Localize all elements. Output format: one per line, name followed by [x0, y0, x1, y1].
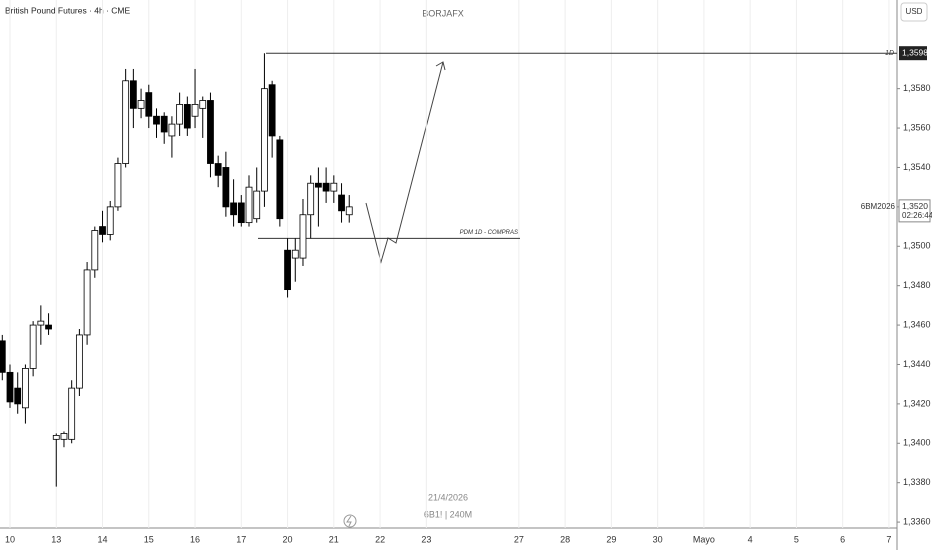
y-tick-label: 1,3380 [903, 477, 931, 487]
candle-body [122, 80, 130, 164]
x-tick-label: 29 [606, 534, 616, 544]
currency[interactable]: USD [906, 7, 923, 16]
candle-body [153, 115, 160, 125]
x-tick-label: 6 [840, 534, 845, 544]
candle-body [345, 206, 353, 216]
candle-body [307, 182, 315, 216]
candle-body [145, 92, 153, 117]
x-tick-label: 17 [236, 534, 246, 544]
candle-body [214, 163, 222, 176]
candle-body [183, 104, 191, 129]
countdown: 02:26:44 [902, 211, 932, 220]
y-tick-label: 1,3400 [903, 438, 931, 448]
candle-body [106, 206, 114, 235]
x-tick-label: 22 [375, 534, 385, 544]
x-tick-label: 13 [51, 534, 61, 544]
currency-box[interactable] [900, 2, 928, 22]
x-tick-label: Mayo [693, 534, 715, 544]
candle-body [60, 433, 68, 440]
y-tick-label: 1,3500 [903, 241, 931, 251]
x-tick-label: 27 [514, 534, 524, 544]
y-tick-label: 1,3560 [903, 122, 931, 132]
replay-icon-bolt [346, 515, 352, 527]
candle-body [245, 186, 253, 224]
x-tick-label: 23 [421, 534, 431, 544]
last-price-box [898, 199, 931, 223]
candle-body [68, 387, 76, 440]
candle-body [299, 214, 307, 259]
y-tick-label: 1,3580 [903, 83, 931, 93]
x-tick-label: 14 [98, 534, 108, 544]
candle-body [168, 123, 176, 137]
y-tick-label: 1,3480 [903, 280, 931, 290]
level-price-box [899, 46, 927, 61]
candle-body [261, 88, 268, 192]
footer-symbol: 6B1! | 240M [424, 509, 472, 519]
candle-body [268, 84, 276, 137]
candle-body [83, 269, 91, 336]
y-tick-label: 1,3540 [903, 162, 931, 172]
candle-body [191, 104, 199, 117]
y-tick-label: 1,3420 [903, 398, 931, 408]
candle-body [75, 334, 83, 389]
candle-body [29, 324, 37, 369]
candle-body [52, 435, 60, 440]
candle-body [99, 226, 106, 235]
level-label: 1D [885, 50, 894, 57]
chart-title: BORJAFX [422, 8, 464, 18]
x-tick-label: 7 [886, 534, 891, 544]
candle-body [160, 115, 168, 133]
candle-body [37, 320, 45, 326]
x-tick-label: 5 [794, 534, 799, 544]
y-tick-label: 1,3360 [903, 516, 931, 526]
x-tick-label: 16 [190, 534, 200, 544]
candle-body [284, 249, 291, 291]
candle-body [114, 163, 122, 208]
candle-body [199, 100, 207, 109]
candle-body [338, 194, 345, 212]
candle-body [253, 190, 261, 220]
candle-body [6, 371, 14, 403]
level-label: PDM 1D - COMPRAS [460, 230, 518, 236]
candle-body [14, 387, 22, 405]
x-tick-label: 15 [144, 534, 154, 544]
projection-arrowhead [435, 61, 446, 71]
x-tick-label: 28 [560, 534, 570, 544]
candle-body [207, 100, 214, 164]
candle-body [291, 249, 299, 259]
candle-body [222, 167, 230, 208]
instrument-title: British Pound Futures · 4h · CME [5, 5, 131, 15]
candle-body [91, 230, 99, 271]
replay-icon[interactable] [343, 514, 357, 528]
candle-body [137, 100, 145, 109]
symbol-label: 6BM2026 [861, 202, 896, 211]
candle-body [322, 182, 330, 192]
x-tick-label: 21 [329, 534, 339, 544]
candle-body [0, 340, 6, 373]
y-tick-label: 1,3460 [903, 319, 931, 329]
x-tick-label: 10 [5, 534, 15, 544]
x-tick-label: 4 [748, 534, 753, 544]
candle-body [237, 202, 245, 224]
y-tick-label: 1,3440 [903, 359, 931, 369]
candle-body [276, 139, 284, 220]
footer-date: 21/4/2026 [428, 492, 468, 502]
candle-body [129, 80, 137, 109]
candle-body [176, 104, 184, 125]
candle-body [22, 368, 29, 409]
candle-body [230, 202, 237, 216]
last-price-label: 1,3520 [902, 201, 928, 211]
level-price-label: 1,3598 [902, 47, 928, 57]
x-tick-label: 20 [283, 534, 293, 544]
candle-body [330, 182, 338, 192]
candle-body [314, 182, 322, 188]
x-tick-label: 30 [653, 534, 663, 544]
candle-body [45, 324, 52, 330]
